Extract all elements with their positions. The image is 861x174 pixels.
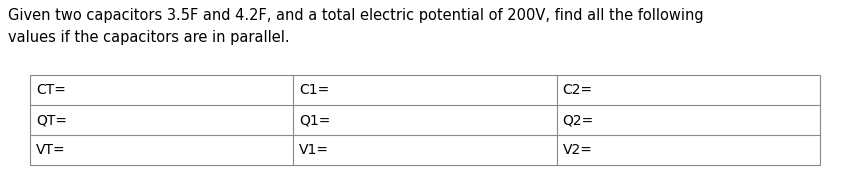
Text: Q1=: Q1= [299, 113, 331, 127]
Text: C1=: C1= [299, 83, 329, 97]
Text: QT=: QT= [36, 113, 67, 127]
Text: Q2=: Q2= [562, 113, 593, 127]
Bar [30, 75, 819, 165]
Text: C2=: C2= [562, 83, 592, 97]
Text: values if the capacitors are in parallel.: values if the capacitors are in parallel… [8, 30, 289, 45]
Text: CT=: CT= [36, 83, 65, 97]
Text: Given two capacitors 3.5F and 4.2F, and a total electric potential of 200V, find: Given two capacitors 3.5F and 4.2F, and … [8, 8, 703, 23]
Text: V1=: V1= [299, 143, 329, 157]
Text: VT=: VT= [36, 143, 65, 157]
Text: V2=: V2= [562, 143, 592, 157]
